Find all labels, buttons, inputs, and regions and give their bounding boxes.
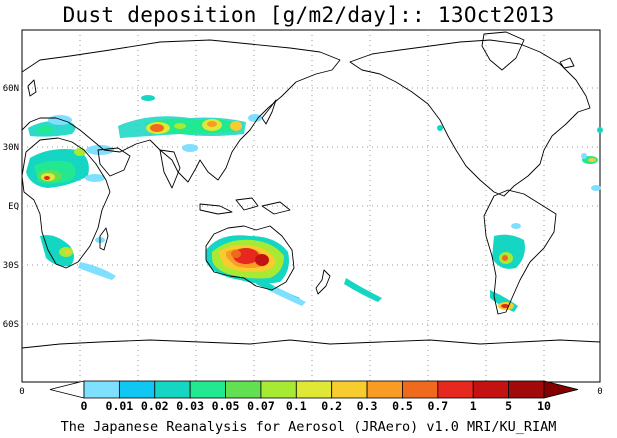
dust-plume-asia: [118, 95, 262, 152]
colorbar-tick-label: 0.2: [321, 399, 342, 413]
lat-label-60s: 60S: [3, 320, 19, 330]
lat-label-60n: 60N: [3, 84, 19, 94]
dust-deposition-fields: [26, 95, 603, 312]
map-title: Dust deposition [g/m2/day]:: 13Oct2013: [62, 3, 555, 27]
colorbar-tick-label: 1: [470, 399, 477, 413]
colorbar-swatch: [225, 380, 262, 399]
south-america-coast: [483, 189, 557, 315]
colorbar-swatch: [402, 380, 439, 399]
colorbar-swatch: [189, 380, 226, 399]
africa-coast: [21, 137, 111, 269]
map-frame: [21, 29, 601, 383]
colorbar-swatch: [154, 380, 191, 399]
colorbar-tick-label: 0.1: [286, 399, 307, 413]
dust-plume-south-america: [490, 223, 525, 312]
colorbar-swatch: [331, 380, 368, 399]
lat-label-30s: 30S: [3, 261, 19, 271]
arabia-coast: [97, 147, 131, 177]
colorbar-tick-label: 0.01: [106, 399, 134, 413]
colorbar-swatch: [83, 380, 120, 399]
colorbar-tick-label: 0.05: [212, 399, 240, 413]
colorbar-tick-label: 0: [81, 399, 88, 413]
indonesia-coast: [199, 197, 291, 215]
iceland-coast: [559, 57, 575, 69]
colorbar-tick-label: 0.7: [427, 399, 448, 413]
north-america-coast: [349, 39, 591, 197]
lat-label-eq: EQ: [8, 202, 19, 212]
dust-plume-southern-africa: [40, 235, 116, 280]
colorbar-swatch: [118, 380, 156, 399]
latitude-labels: 60N 30N EQ 30S 60S: [3, 84, 19, 330]
dust-plume-americas-north: [437, 125, 603, 191]
footer-credit: The Japanese Reanalysis for Aerosol (JRA…: [60, 419, 557, 435]
colorbar-arrow-low: [49, 380, 85, 399]
madagascar-coast: [99, 227, 109, 251]
eurasia-coast: [21, 39, 341, 183]
antarctica-coast: [21, 339, 601, 349]
lat-label-30n: 30N: [3, 143, 19, 153]
colorbar-swatch: [366, 380, 403, 399]
japan-coast: [261, 99, 277, 125]
australia-coast: [205, 225, 295, 291]
colorbar-swatch: [295, 380, 333, 399]
colorbar-arrow-high: [543, 380, 579, 399]
india-coast: [159, 149, 181, 189]
colorbar-swatch: [260, 380, 297, 399]
axis-end-label-left: 0: [19, 387, 24, 397]
coastlines: [21, 31, 601, 349]
colorbar-swatch: [437, 380, 474, 399]
colorbar-tick-label: 0.3: [357, 399, 378, 413]
colorbar: 0 0.01 0.02 0.03 0.05 0.07 0.1 0.2 0.3 0.5 0.7 1 5 10: [49, 380, 579, 413]
greenland-coast: [481, 31, 525, 71]
new-zealand-coast: [315, 269, 331, 295]
colorbar-tick-label: 5: [505, 399, 512, 413]
axis-end-label-right: 0: [597, 387, 602, 397]
dust-plume-australia: [206, 235, 382, 306]
colorbar-tick-label: 0.03: [176, 399, 204, 413]
colorbar-tick-label: 0.02: [141, 399, 169, 413]
colorbar-swatch: [472, 380, 510, 399]
dust-plume-africa: [26, 148, 105, 188]
colorbar-tick-label: 0.5: [392, 399, 413, 413]
british-isles-coast: [27, 79, 37, 97]
colorbar-tick-label: 10: [537, 399, 551, 413]
colorbar-tick-label: 0.07: [247, 399, 275, 413]
colorbar-swatch: [508, 380, 545, 399]
